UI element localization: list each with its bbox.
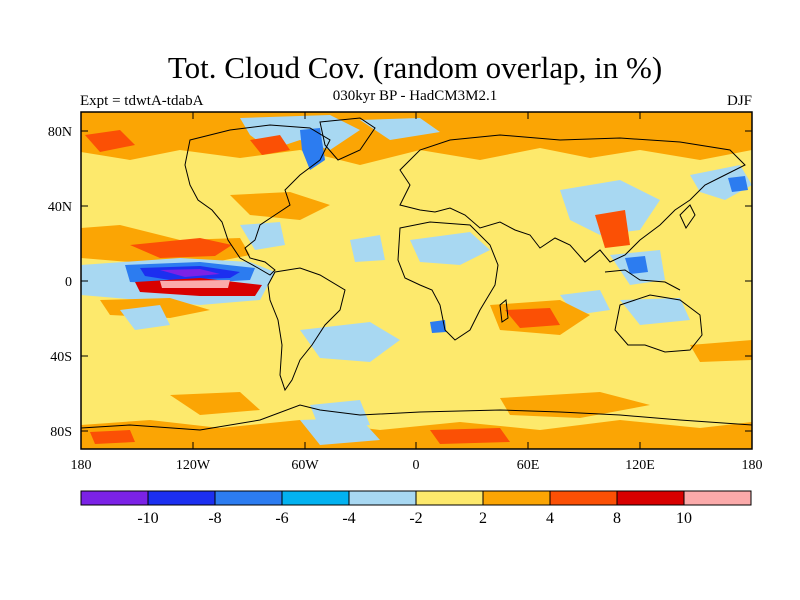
coastlines bbox=[81, 117, 752, 431]
field-patch bbox=[595, 210, 630, 248]
field-patch bbox=[430, 428, 510, 444]
anomaly-field bbox=[81, 112, 752, 449]
field-patch bbox=[505, 308, 560, 328]
map-subtitle: 030kyr BP - HadCM3M2.1 bbox=[332, 88, 498, 104]
lat-labels: 80N 40N 0 40S 80S bbox=[48, 125, 72, 440]
colorbar-label: 2 bbox=[479, 510, 487, 527]
coast-australia bbox=[614, 294, 703, 353]
field-patch bbox=[430, 320, 446, 333]
colorbar-swatch bbox=[482, 490, 551, 506]
coast-africa bbox=[397, 221, 499, 341]
colorbar-swatch bbox=[348, 490, 417, 506]
colorbar-swatch bbox=[147, 490, 216, 506]
map-title: Tot. Cloud Cov. (random overlap, in %) bbox=[167, 50, 663, 85]
coast-eurasia bbox=[399, 134, 746, 263]
field-patch bbox=[300, 128, 325, 170]
lon-label: 180 bbox=[742, 458, 763, 473]
coast-south-america bbox=[267, 267, 346, 392]
field-patch bbox=[300, 418, 380, 445]
lon-label: 120W bbox=[176, 458, 211, 473]
lon-ticks bbox=[80, 112, 753, 449]
coast-north-america bbox=[184, 124, 331, 276]
coast-indonesia bbox=[604, 269, 681, 291]
field-patch bbox=[360, 118, 440, 140]
field-patch bbox=[230, 192, 330, 220]
field-patch bbox=[90, 430, 135, 444]
colorbar-swatch bbox=[80, 490, 149, 506]
lat-label: 0 bbox=[65, 275, 72, 290]
colorbar-label: -10 bbox=[137, 510, 158, 527]
colorbar-swatch bbox=[683, 490, 752, 506]
field-patch bbox=[85, 130, 135, 152]
lat-label: 40N bbox=[48, 200, 72, 215]
coast-japan bbox=[679, 204, 696, 230]
colorbar-label: -4 bbox=[342, 510, 355, 527]
field-patch bbox=[350, 235, 385, 262]
colorbar-label: 4 bbox=[546, 510, 554, 527]
field-patch bbox=[560, 180, 660, 235]
lon-label: 60E bbox=[517, 458, 540, 473]
field-patch bbox=[728, 176, 748, 192]
lat-label: 40S bbox=[50, 350, 72, 365]
colorbar-label: 8 bbox=[613, 510, 621, 527]
colorbar-label: -2 bbox=[409, 510, 422, 527]
lon-label: 60W bbox=[291, 458, 319, 473]
colorbar-swatch bbox=[415, 490, 484, 506]
colorbar-swatch bbox=[616, 490, 685, 506]
coast-antarctica bbox=[81, 404, 752, 431]
field-patch bbox=[130, 238, 232, 258]
colorbar-swatch bbox=[281, 490, 350, 506]
colorbar-swatch bbox=[549, 490, 618, 506]
coast-madagascar bbox=[499, 299, 509, 323]
lon-label: 120E bbox=[625, 458, 655, 473]
field-patch bbox=[120, 305, 170, 330]
colorbar-label: -8 bbox=[208, 510, 221, 527]
field-patch bbox=[170, 392, 260, 415]
field-patch bbox=[625, 256, 648, 274]
lat-label: 80S bbox=[50, 425, 72, 440]
colorbar-label: -6 bbox=[275, 510, 288, 527]
field-patch bbox=[81, 420, 752, 449]
season-label: DJF bbox=[726, 93, 752, 109]
coast-greenland bbox=[319, 117, 376, 161]
lon-label: 180 bbox=[71, 458, 92, 473]
colorbar: -10 -8 -6 -4 -2 2 4 8 10 bbox=[80, 490, 752, 527]
field-patch bbox=[300, 322, 400, 362]
experiment-label: Expt = tdwtA-tdabA bbox=[80, 93, 204, 109]
lat-ticks bbox=[81, 130, 752, 432]
field-patch bbox=[250, 135, 290, 155]
field-patch bbox=[620, 298, 690, 325]
lon-labels: 180 120W 60W 0 60E 120E 180 bbox=[71, 458, 763, 473]
field-patch bbox=[410, 232, 490, 265]
colorbar-swatch bbox=[214, 490, 283, 506]
field-patch bbox=[690, 340, 752, 362]
field-patch bbox=[160, 269, 220, 277]
lat-label: 80N bbox=[48, 125, 72, 140]
colorbar-label: 10 bbox=[676, 510, 692, 527]
field-patch bbox=[160, 280, 230, 288]
lon-label: 0 bbox=[413, 458, 420, 473]
